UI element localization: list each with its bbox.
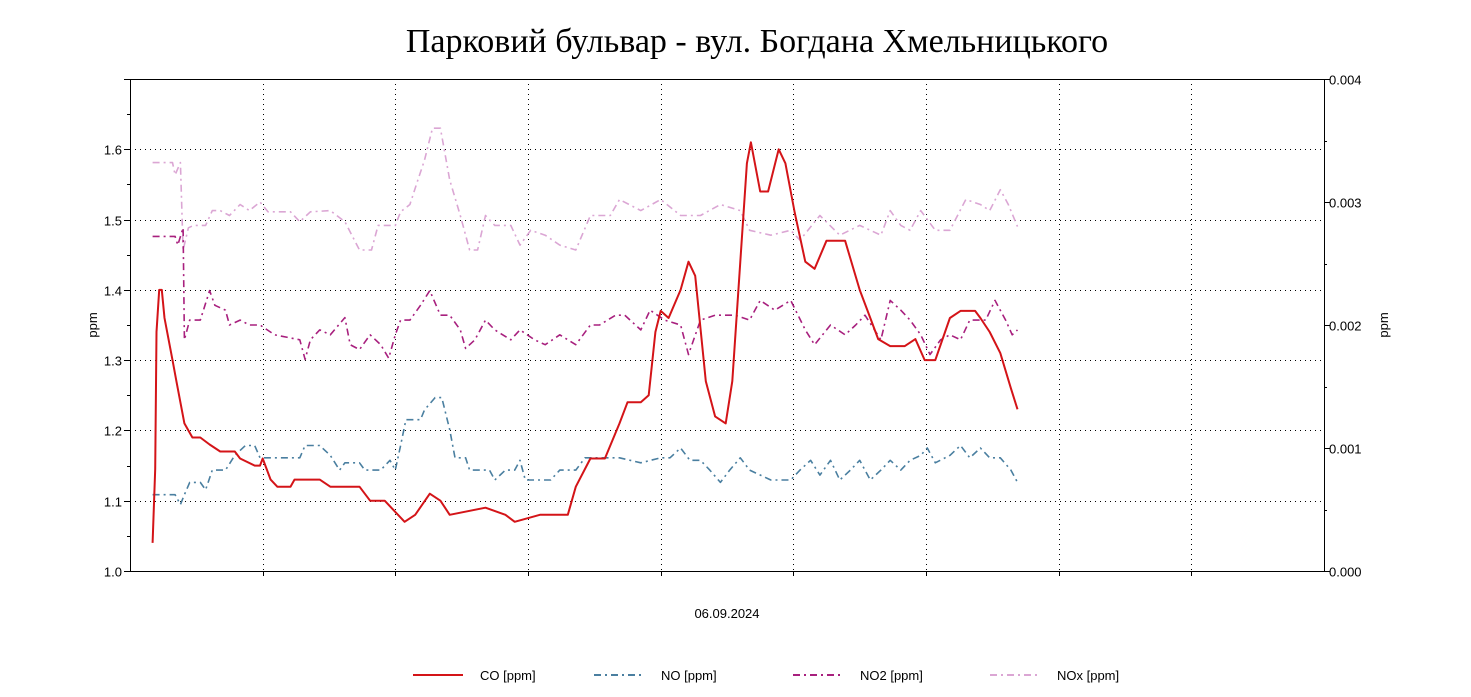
y-left-tick-label: 1.6 [104,143,122,158]
y-left-tick-label: 1.1 [104,495,122,510]
legend-item: NO [ppm] [594,668,717,683]
y-right-tick-label: 0.003 [1329,196,1362,211]
legend-label: NO2 [ppm] [860,668,923,683]
legend-label: NOx [ppm] [1057,668,1119,683]
y-right-tick-label: 0.000 [1329,565,1362,580]
chart-title: Парковий бульвар - вул. Богдана Хмельниц… [406,23,1108,60]
legend-item: NO2 [ppm] [793,668,923,683]
legend-item: CO [ppm] [413,668,536,683]
y-right-tick-label: 0.004 [1329,73,1362,88]
y-left-tick-label: 1.4 [104,284,122,299]
series-line-no [152,396,1019,506]
y-left-tick-label: 1.3 [104,354,122,369]
grid [130,79,1324,571]
y-right-tick-label: 0.001 [1329,442,1362,457]
series-line-nox [152,127,1019,251]
series-line-co [151,141,1019,543]
y-left-tick-label: 1.2 [104,424,122,439]
legend-label: NO [ppm] [661,668,717,683]
y-right-tick-label: 0.002 [1329,319,1362,334]
y-axis-right-label: ppm [1376,312,1391,337]
axes: 1.0 1.1 1.2 1.3 1.4 1.5 1.6 0.000 0.001 0.002 0.00… [104,73,1362,580]
x-axis-label: 06.09.2024 [694,606,759,621]
legend-item: NOx [ppm] [990,668,1119,683]
series-line-no2 [152,227,1019,361]
y-left-tick-label: 1.0 [104,565,122,580]
y-left-tick-label: 1.5 [104,214,122,229]
legend-label: CO [ppm] [480,668,536,683]
y-axis-left-label: ppm [85,312,100,337]
legend: CO [ppm] NO [ppm] NO2 [ppm] NOx [ppm] [413,668,1119,683]
plot-area [151,127,1019,543]
